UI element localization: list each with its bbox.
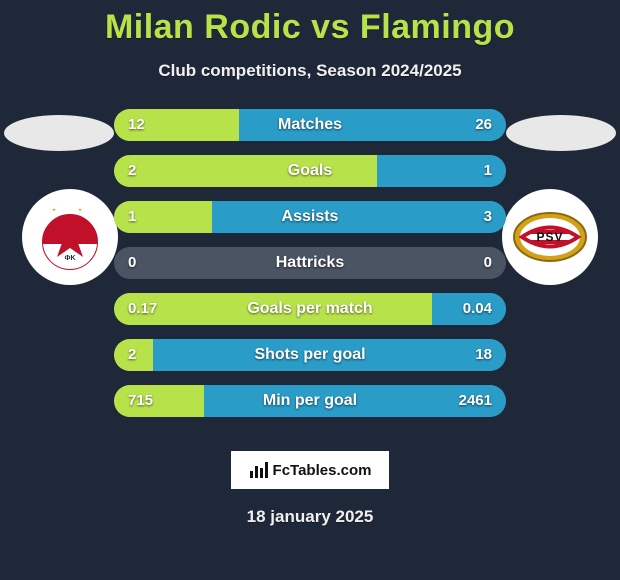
flag-left-placeholder [4, 115, 114, 151]
page-title: Milan Rodic vs Flamingo [0, 0, 620, 47]
chart-bars-icon [249, 461, 269, 479]
stat-rows: 1226Matches 21Goals 13Assists 00Hattricks 0.… [114, 109, 506, 431]
psv-icon: PSV [512, 208, 588, 266]
stat-label: Assists [114, 201, 506, 233]
comparison-stage: ФK PSV 1226Matches 21Goals 13Assists 00Hatt… [0, 109, 620, 429]
date-label: 18 january 2025 [0, 507, 620, 527]
stat-label: Min per goal [114, 385, 506, 417]
stat-label: Matches [114, 109, 506, 141]
svg-text:PSV: PSV [536, 230, 563, 244]
subtitle: Club competitions, Season 2024/2025 [0, 61, 620, 81]
svg-text:ФK: ФK [64, 255, 75, 262]
crvena-zvezda-icon: ФK [35, 202, 105, 272]
stat-row: 13Assists [114, 201, 506, 233]
stat-row: 21Goals [114, 155, 506, 187]
brand-text: FcTables.com [273, 462, 372, 479]
club-badge-left: ФK [22, 189, 118, 285]
stat-label: Shots per goal [114, 339, 506, 371]
stat-row: 7152461Min per goal [114, 385, 506, 417]
stat-label: Hattricks [114, 247, 506, 279]
stat-label: Goals [114, 155, 506, 187]
stat-row: 0.170.04Goals per match [114, 293, 506, 325]
stat-row: 00Hattricks [114, 247, 506, 279]
brand-box: FcTables.com [231, 451, 389, 489]
stat-row: 218Shots per goal [114, 339, 506, 371]
stat-row: 1226Matches [114, 109, 506, 141]
club-badge-right: PSV [502, 189, 598, 285]
stat-label: Goals per match [114, 293, 506, 325]
flag-right-placeholder [506, 115, 616, 151]
